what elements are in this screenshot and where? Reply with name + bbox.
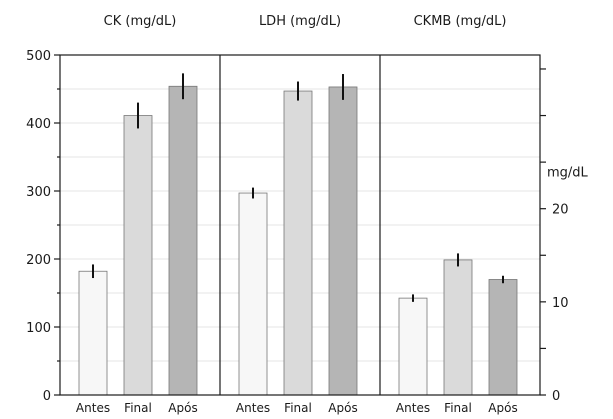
- bar-0-1: [123, 115, 153, 396]
- panel-title: CK (mg/dL): [104, 14, 177, 29]
- category-label: Antes: [236, 401, 270, 415]
- left-tick-label: 100: [26, 321, 51, 336]
- left-tick-label: 0: [43, 389, 51, 404]
- left-tick-label: 200: [26, 253, 51, 268]
- category-label: Antes: [396, 401, 430, 415]
- category-label: Antes: [76, 401, 110, 415]
- left-tick-label: 400: [26, 117, 51, 132]
- bar-0-2: [168, 85, 198, 396]
- category-label: Após: [488, 401, 517, 415]
- bar-2-1: [443, 259, 473, 396]
- bar-1-0: [238, 192, 268, 396]
- left-tick-label: 500: [26, 49, 51, 64]
- bar-1-1: [283, 90, 313, 396]
- right-tick-label: 10: [552, 296, 569, 311]
- right-tick-label: 0: [552, 389, 560, 404]
- left-tick-label: 300: [26, 185, 51, 200]
- right-axis-unit-label: mg/dL: [547, 165, 589, 180]
- panel-title: CKMB (mg/dL): [414, 14, 507, 29]
- bar-2-2: [488, 279, 518, 396]
- right-tick-label: 20: [552, 203, 569, 218]
- bar-0-0: [78, 270, 108, 396]
- category-label: Após: [168, 401, 197, 415]
- category-label: Após: [328, 401, 357, 415]
- bar-1-2: [328, 86, 358, 396]
- panel-title: LDH (mg/dL): [259, 14, 341, 29]
- category-label: Final: [444, 401, 472, 415]
- category-label: Final: [124, 401, 152, 415]
- category-label: Final: [284, 401, 312, 415]
- bar-2-0: [398, 297, 428, 396]
